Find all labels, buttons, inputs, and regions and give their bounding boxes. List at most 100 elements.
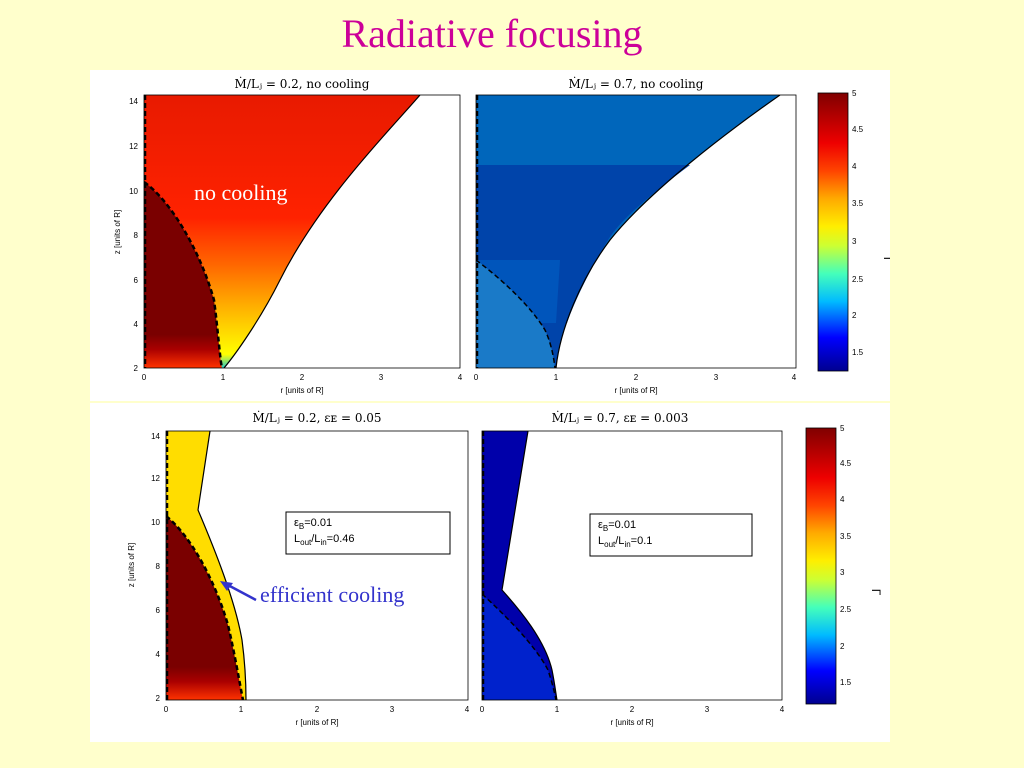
x-tick: 4: [458, 373, 463, 382]
slide-title: Radiative focusing: [341, 11, 643, 56]
axes-frame-bottom-right: [481, 430, 783, 701]
info-eps-sub: B: [603, 524, 608, 533]
info-slash: /L: [311, 533, 320, 545]
y-tick: 4: [134, 320, 139, 329]
ticks-top-left: 0 1 2 3 4 2 4 6 8 10 12 14: [129, 97, 463, 382]
inner-core-top-right: [476, 260, 555, 368]
panel-bottom-right: Ṁ/Lⱼ = 0.7, εᴇ = 0.003 εB=0.01 Lout/Lin=…: [480, 410, 785, 727]
figure-svg: Ṁ/Lⱼ = 0.2, no cooling no cooling 0 1 2 …: [90, 76, 890, 727]
cbar-tick: 5: [852, 89, 857, 98]
boundary-inner-top-left: [144, 180, 224, 368]
cbar-tick: 3.5: [840, 532, 852, 541]
boundary-inner-bottom-right: [482, 593, 557, 700]
info-lin-sub: in: [320, 538, 326, 547]
colorbar-bottom-gradient: [805, 427, 837, 705]
panel-title-top-left: Ṁ/Lⱼ = 0.2, no cooling: [235, 76, 370, 91]
x-tick: 4: [465, 705, 470, 714]
svg-text:εB=0.01: εB=0.01: [598, 519, 636, 533]
cbar-tick: 1.5: [840, 678, 852, 687]
info-lout: L: [294, 533, 300, 545]
info-eps: ε: [294, 517, 299, 529]
info-lval: =0.46: [327, 533, 355, 545]
ticks-bottom-left: 0 1 2 3 4 2 4 6 8 10 12 14: [151, 432, 470, 714]
y-tick: 14: [151, 432, 160, 441]
x-tick: 3: [379, 373, 384, 382]
efficient-cooling-arrow: [220, 581, 257, 602]
panel-title-top-right: Ṁ/Lⱼ = 0.7, no cooling: [569, 76, 704, 91]
cbar-tick: 2.5: [852, 275, 864, 284]
x-tick: 4: [780, 705, 785, 714]
panel-title-bottom-right: Ṁ/Lⱼ = 0.7, εᴇ = 0.003: [552, 410, 689, 425]
boundary-inner-top-right: [476, 259, 556, 368]
cbar-tick: 4: [840, 495, 845, 504]
y-tick: 12: [129, 142, 138, 151]
annotation-efficient-cooling: efficient cooling: [260, 582, 404, 607]
x-tick: 2: [630, 705, 635, 714]
cbar-tick: 2.5: [840, 605, 852, 614]
x-tick: 0: [142, 373, 147, 382]
cbar-tick: 3: [852, 237, 857, 246]
x-axis-label-bottom-left: r [units of R]: [295, 718, 338, 727]
panel-title-bottom-left: Ṁ/Lⱼ = 0.2, εᴇ = 0.05: [252, 410, 381, 425]
colorbar-top: 1.5 2 2.5 3 3.5 4 4.5 5 Γ: [817, 89, 890, 372]
boundary-inner-bottom-left: [166, 515, 245, 700]
axes-frame-top-right: [475, 94, 797, 369]
y-axis-label-top-left: z [units of R]: [113, 210, 122, 254]
info-eps: ε: [598, 519, 603, 531]
svg-text:Lout/Lin=0.46: Lout/Lin=0.46: [294, 533, 355, 547]
info-lout-sub: out: [300, 538, 312, 547]
y-tick: 2: [156, 694, 161, 703]
inner-core-top-left: [144, 182, 222, 368]
info-box-bottom-left: εB=0.01 Lout/Lin=0.46: [285, 511, 451, 555]
info-lval: =0.1: [631, 535, 653, 547]
y-tick: 6: [134, 276, 139, 285]
boundary-outer-bottom-left: [197, 431, 247, 700]
colorbar-label-top: Γ: [881, 257, 890, 264]
y-tick: 6: [156, 606, 161, 615]
inner-core-bottom-right: [482, 594, 556, 700]
y-tick: 12: [151, 474, 160, 483]
x-tick: 2: [300, 373, 305, 382]
arrow-head: [220, 581, 233, 591]
colorbar-bottom: 1.5 2 2.5 3 3.5 4 4.5 5 Γ: [805, 424, 883, 705]
svg-text:Lout/Lin=0.1: Lout/Lin=0.1: [598, 535, 652, 549]
x-tick: 2: [634, 373, 639, 382]
cbar-tick: 2: [852, 311, 857, 320]
x-tick: 3: [714, 373, 719, 382]
axes-frame-bottom-left: [165, 430, 469, 701]
arrow-line: [225, 582, 257, 602]
panel-bottom-left: Ṁ/Lⱼ = 0.2, εᴇ = 0.05 εB=0.01 Lout/Lin=0…: [127, 410, 470, 727]
cbar-tick: 4: [852, 162, 857, 171]
x-axis-label-bottom-right: r [units of R]: [610, 718, 653, 727]
y-tick: 10: [151, 518, 160, 527]
x-axis-label-top-right: r [units of R]: [614, 386, 657, 395]
x-tick: 0: [480, 705, 485, 714]
info-box-bottom-right: εB=0.01 Lout/Lin=0.1: [589, 513, 753, 557]
boundary-outer-top-left: [223, 95, 421, 368]
y-tick: 8: [134, 231, 139, 240]
info-lout-sub: out: [604, 540, 616, 549]
panel-top-left: Ṁ/Lⱼ = 0.2, no cooling no cooling 0 1 2 …: [113, 76, 463, 395]
y-tick: 14: [129, 97, 138, 106]
info-lout: L: [598, 535, 604, 547]
x-tick: 4: [792, 373, 797, 382]
x-tick: 1: [555, 705, 560, 714]
x-tick: 2: [315, 705, 320, 714]
y-axis-label-bottom-left: z [units of R]: [127, 543, 136, 587]
cbar-tick: 4.5: [840, 459, 852, 468]
info-eps-sub: B: [299, 522, 304, 531]
annotation-no-cooling: no cooling: [194, 180, 288, 205]
cbar-tick: 1.5: [852, 348, 864, 357]
cbar-tick: 4.5: [852, 125, 864, 134]
y-tick: 4: [156, 650, 161, 659]
x-tick: 1: [221, 373, 226, 382]
info-lin-sub: in: [624, 540, 630, 549]
x-tick: 0: [474, 373, 479, 382]
cbar-tick: 3: [840, 568, 845, 577]
cbar-tick: 2: [840, 642, 845, 651]
ticks-top-right: 0 1 2 3 4: [474, 373, 797, 382]
x-axis-label-top-left: r [units of R]: [280, 386, 323, 395]
colorbar-top-gradient: [817, 92, 849, 372]
axes-frame-top-left: [143, 94, 461, 369]
boundary-outer-bottom-right: [501, 431, 558, 700]
